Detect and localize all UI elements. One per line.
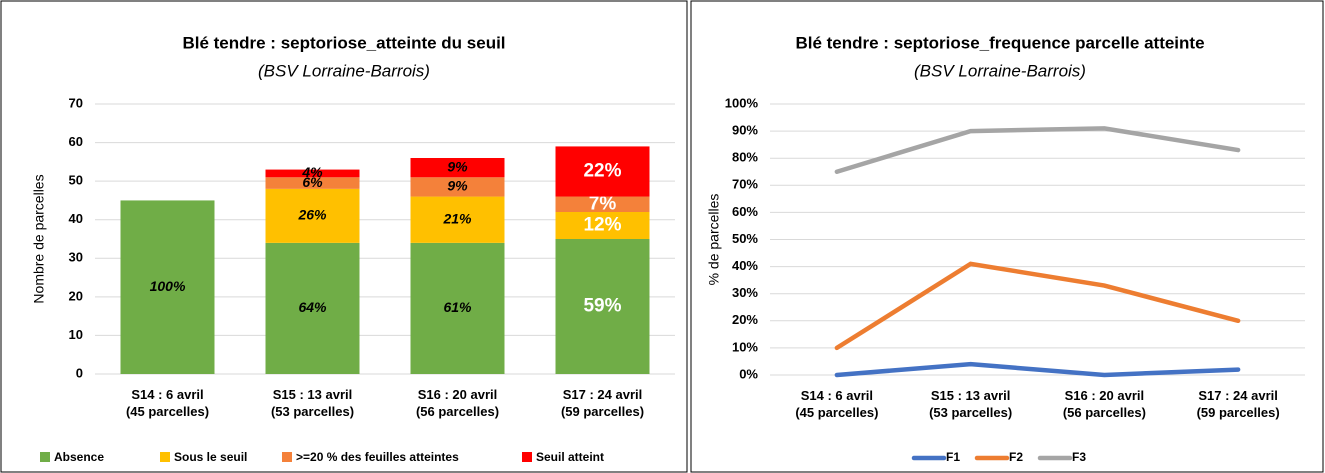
y-tick-label: 90% [732,123,758,138]
data-label: 7% [589,193,617,214]
y-tick-label: 20% [732,312,758,327]
y-tick-label: 100% [725,95,759,110]
data-label: 61% [443,299,472,315]
bar-segment [265,188,360,243]
data-label: 21% [442,210,472,226]
legend-label: Seuil atteint [536,450,604,464]
bar-segment [265,177,360,189]
bar-segment [410,196,505,243]
x-tick-label: S17 : 24 avril (59 parcelles) [561,387,644,419]
legend-swatch [160,452,170,462]
data-label: 26% [297,207,327,223]
legend-label: Absence [54,450,104,464]
legend-swatch [282,452,292,462]
y-tick-label: 40 [69,211,83,226]
data-label: 4% [301,164,323,180]
bar-segment [555,146,650,197]
bar-segment [555,196,650,212]
bar-segment [410,242,505,374]
legend-label: F1 [946,450,960,464]
legend-label: F2 [1009,450,1023,464]
y-tick-label: 0 [76,365,83,380]
line-series [834,361,1241,378]
bar-segment [555,212,650,239]
legend-label: Sous le seuil [174,450,247,464]
bar-segment [410,158,505,178]
y-tick-label: 70 [69,95,83,110]
bar-segment [410,177,505,197]
bar-segment [555,239,650,374]
data-label: 6% [302,174,323,190]
bar-segment [120,200,215,374]
y-tick-label: 70% [732,177,758,192]
y-tick-label: 20 [69,288,83,303]
y-tick-label: 10 [69,327,83,342]
x-tick-label: S14 : 6 avril (45 parcelles) [795,388,878,420]
line-series [834,261,1241,351]
legend-swatch [40,452,50,462]
x-tick-label: S17 : 24 avril (59 parcelles) [1197,388,1280,420]
data-label: 9% [447,158,468,174]
y-tick-label: 80% [732,150,758,165]
bar-segment [265,242,360,374]
y-tick-label: 50% [732,231,758,246]
y-tick-label: 30 [69,250,83,265]
x-tick-label: S15 : 13 avril (53 parcelles) [929,388,1012,420]
chart-title: Blé tendre : septoriose_frequence parcel… [795,33,1204,52]
y-tick-label: 30% [732,285,758,300]
legend-label: >=20 % des feuilles atteintes [296,450,459,464]
y-tick-label: 40% [732,258,758,273]
y-tick-label: 10% [732,339,758,354]
data-label: 64% [298,299,327,315]
line-series [834,126,1241,174]
y-axis-label: Nombre de parcelles [31,174,47,303]
panel-border [0,0,688,473]
data-label: 59% [583,296,621,317]
y-tick-label: 50 [69,173,83,188]
legend-label: F3 [1072,450,1086,464]
y-tick-label: 60% [732,204,758,219]
chart-subtitle: (BSV Lorraine-Barrois) [258,61,430,80]
panel-border [690,0,1324,473]
data-label: 9% [447,178,468,194]
x-tick-label: S16 : 20 avril (56 parcelles) [1063,388,1146,420]
data-label: 12% [583,215,621,236]
bar-segment [265,169,360,178]
y-tick-label: 60 [69,134,83,149]
x-tick-label: S15 : 13 avril (53 parcelles) [271,387,354,419]
chart-subtitle: (BSV Lorraine-Barrois) [914,61,1086,80]
y-tick-label: 0% [739,366,758,381]
y-axis-label: % de parcelles [706,194,722,286]
x-tick-label: S16 : 20 avril (56 parcelles) [416,387,499,419]
x-tick-label: S14 : 6 avril (45 parcelles) [126,387,209,419]
chart-title: Blé tendre : septoriose_atteinte du seui… [182,33,505,52]
data-label: 22% [583,161,621,182]
data-label: 100% [150,278,186,294]
legend-swatch [522,452,532,462]
